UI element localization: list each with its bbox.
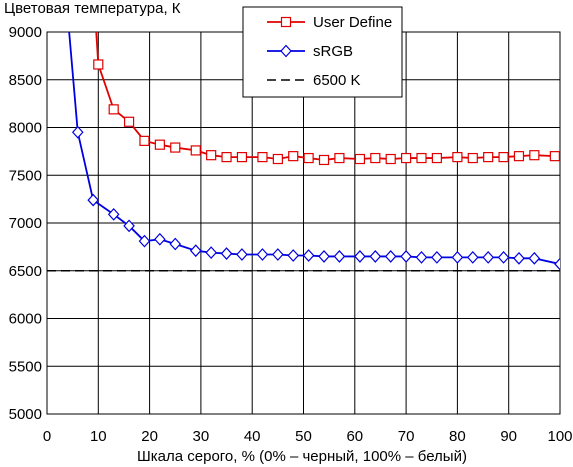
legend: User Define sRGB 6500 K — [242, 6, 403, 98]
data-point-user-define — [303, 152, 314, 164]
data-point-srgb — [333, 250, 346, 263]
data-point-srgb — [415, 250, 428, 264]
x-tick-label: 10 — [90, 428, 107, 445]
data-point-user-define — [257, 152, 268, 163]
data-point-user-define — [170, 142, 181, 153]
data-point-srgb — [256, 248, 269, 261]
legend-marker-srgb — [280, 44, 292, 58]
x-tick-label: 50 — [295, 428, 312, 445]
data-point-user-define — [467, 152, 478, 164]
data-point-srgb — [400, 250, 412, 263]
y-tick-label: 5000 — [9, 406, 42, 423]
data-point-srgb — [205, 246, 217, 259]
x-tick-label: 40 — [244, 428, 261, 445]
data-point-user-define — [190, 145, 201, 156]
data-point-user-define — [236, 152, 248, 163]
data-point-user-define — [416, 152, 427, 164]
data-point-srgb — [431, 250, 443, 264]
y-tick-label: 9000 — [9, 24, 42, 41]
x-tick-labels: 0 10 20 30 40 50 60 70 80 90 100 — [43, 428, 573, 445]
data-point-user-define — [108, 104, 119, 115]
data-point-srgb — [384, 250, 397, 263]
data-point-user-define — [431, 152, 442, 164]
x-tick-label: 80 — [449, 428, 466, 445]
y-tick-labels: 5000 5500 6000 6500 7000 7500 8000 8500 9000 — [9, 24, 42, 423]
data-point-srgb — [528, 251, 541, 265]
data-point-srgb — [318, 250, 330, 263]
data-point-srgb — [123, 219, 135, 233]
y-axis-label: Цветовая температура, К — [4, 0, 181, 17]
data-point-user-define — [139, 135, 150, 146]
data-point-srgb — [513, 251, 525, 265]
x-tick-label: 100 — [547, 428, 572, 445]
y-tick-label: 8500 — [9, 72, 42, 89]
data-point-user-define — [354, 153, 366, 165]
y-tick-label: 6000 — [9, 311, 42, 328]
data-point-srgb — [169, 237, 182, 251]
data-point-srgb — [236, 248, 248, 261]
data-point-srgb — [466, 250, 479, 264]
data-point-user-define — [288, 151, 299, 162]
x-tick-label: 0 — [43, 428, 51, 445]
data-point-srgb — [107, 208, 120, 221]
data-point-srgb — [154, 232, 166, 246]
data-point-srgb — [189, 244, 202, 258]
data-point-user-define — [498, 152, 509, 163]
x-tick-label: 90 — [500, 428, 517, 445]
data-point-srgb — [287, 249, 300, 262]
x-axis-label: Шкала серого, % (0% – черный, 100% – бел… — [137, 448, 467, 465]
data-point-user-define — [318, 154, 330, 166]
legend-label-6500-k: 6500 K — [313, 72, 361, 89]
data-point-srgb — [302, 249, 315, 262]
data-point-user-define — [206, 150, 217, 161]
data-point-user-define — [529, 150, 540, 161]
y-tick-label: 6500 — [9, 263, 42, 280]
data-point-user-define — [123, 116, 135, 127]
data-point-srgb — [138, 234, 151, 248]
y-tick-label: 8000 — [9, 120, 42, 137]
data-point-srgb — [87, 193, 99, 207]
data-point-user-define — [385, 153, 396, 165]
data-point-srgb — [354, 250, 366, 263]
x-tick-label: 60 — [346, 428, 363, 445]
data-point-user-define — [483, 152, 494, 163]
y-tick-label: 7500 — [9, 167, 42, 184]
data-point-user-define — [401, 152, 412, 164]
data-point-user-define — [154, 139, 165, 150]
data-point-srgb — [71, 125, 84, 139]
x-tick-label: 30 — [193, 428, 210, 445]
data-point-srgb — [482, 250, 494, 264]
y-tick-label: 5500 — [9, 358, 42, 375]
legend-label-user-define: User Define — [313, 14, 392, 31]
data-point-user-define — [272, 153, 283, 165]
y-tick-label: 7000 — [9, 215, 42, 232]
legend-label-srgb: sRGB — [313, 43, 353, 60]
data-point-user-define — [334, 152, 345, 164]
data-point-srgb — [497, 250, 510, 264]
data-point-srgb — [272, 248, 284, 261]
data-point-user-define — [370, 152, 381, 164]
data-point-srgb — [451, 250, 464, 264]
series-layer — [47, 32, 560, 272]
data-point-user-define — [513, 151, 525, 162]
data-point-user-define — [549, 151, 560, 162]
data-point-srgb — [369, 250, 382, 263]
x-tick-label: 20 — [141, 428, 158, 445]
data-point-srgb — [220, 247, 233, 260]
data-point-user-define — [452, 152, 463, 163]
data-point-user-define — [93, 59, 104, 70]
x-tick-label: 70 — [398, 428, 415, 445]
legend-marker-user-define — [280, 16, 292, 28]
data-point-srgb — [554, 257, 560, 271]
data-point-user-define — [221, 152, 232, 163]
